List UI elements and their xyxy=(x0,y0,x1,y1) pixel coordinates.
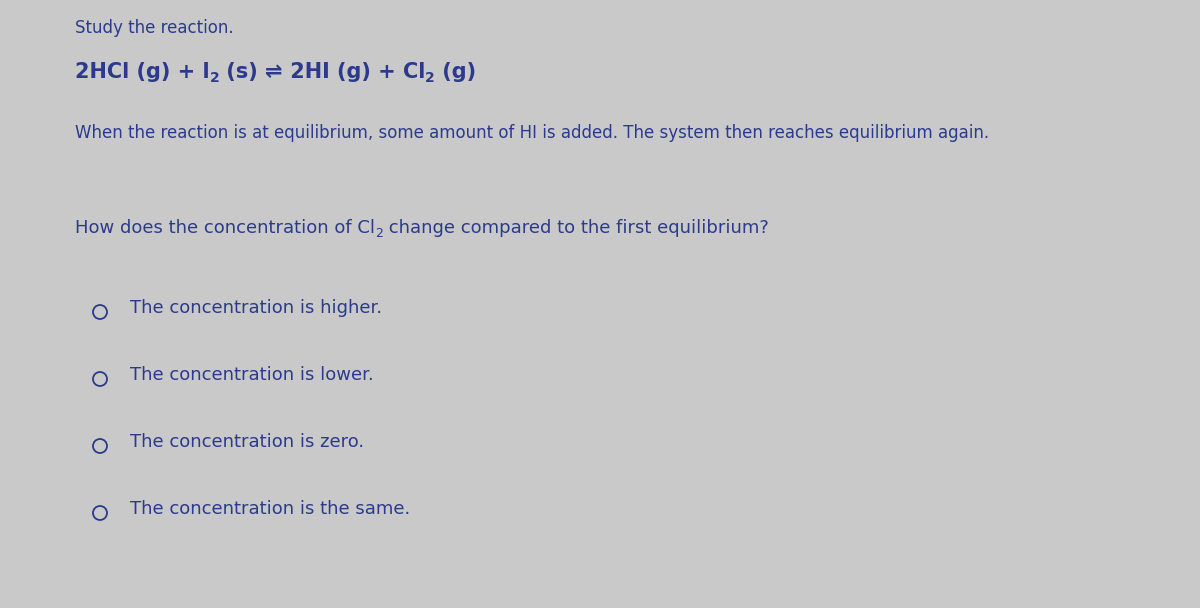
Text: The concentration is lower.: The concentration is lower. xyxy=(130,366,373,384)
Text: Study the reaction.: Study the reaction. xyxy=(74,19,234,37)
Text: (g): (g) xyxy=(436,62,476,82)
Text: The concentration is the same.: The concentration is the same. xyxy=(130,500,410,518)
Text: How does the concentration of Cl: How does the concentration of Cl xyxy=(74,219,374,237)
Text: ⇌: ⇌ xyxy=(265,62,283,82)
Text: The concentration is higher.: The concentration is higher. xyxy=(130,299,382,317)
Text: The concentration is zero.: The concentration is zero. xyxy=(130,433,364,451)
Text: 2HCl (g) + l: 2HCl (g) + l xyxy=(74,62,210,82)
Text: 2: 2 xyxy=(374,227,383,240)
Text: (s): (s) xyxy=(220,62,265,82)
Text: change compared to the first equilibrium?: change compared to the first equilibrium… xyxy=(383,219,769,237)
Text: 2: 2 xyxy=(210,71,220,85)
Text: 2HI (g) + Cl: 2HI (g) + Cl xyxy=(283,62,425,82)
Text: 2: 2 xyxy=(425,71,436,85)
Text: When the reaction is at equilibrium, some amount of HI is added. The system then: When the reaction is at equilibrium, som… xyxy=(74,124,989,142)
